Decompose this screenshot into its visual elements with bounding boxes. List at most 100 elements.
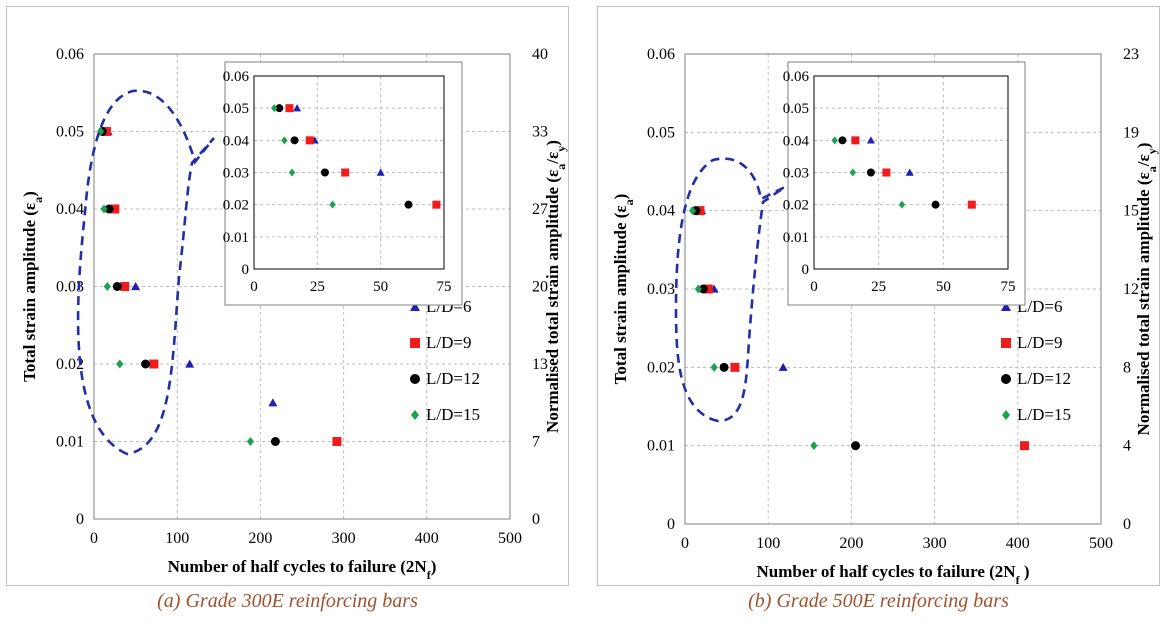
caption-b: (b) Grade 500E reinforcing bars bbox=[748, 590, 1009, 612]
inset-data-point bbox=[376, 168, 385, 176]
inset-data-point bbox=[271, 104, 278, 113]
inset-x-tick-label: 25 bbox=[310, 279, 325, 295]
y-axis-label-sub: a bbox=[31, 197, 45, 203]
chart-panel-b: 0 0.01 0.02 0.03 0.04 0.05 0.06 0 4 8 12 15 19 23 0 100… bbox=[597, 6, 1160, 586]
y2-tick-label: 4 bbox=[1123, 438, 1131, 455]
inset-y-tick-label: 0.01 bbox=[783, 230, 809, 246]
y2-tick-label: 8 bbox=[1123, 359, 1131, 376]
y-axis-label-tail: ) bbox=[20, 191, 39, 197]
chart-panel-a: 0 0.01 0.02 0.03 0.04 0.05 0.06 0 7 13 20 27 33 40 0 10… bbox=[6, 6, 569, 586]
legend-marker bbox=[411, 410, 419, 420]
y-tick-label: 0.03 bbox=[56, 279, 84, 296]
y2-tick-label: 13 bbox=[532, 356, 548, 373]
y-axis-label-tail: ) bbox=[611, 194, 630, 200]
plot-area-frame bbox=[684, 53, 1102, 525]
data-point bbox=[332, 437, 342, 446]
x-tick-label: 400 bbox=[1006, 535, 1030, 552]
y2-axis-label: Normalised total strain amplitude (εa/εy… bbox=[1134, 143, 1159, 436]
inset-y-tick-label: 0.06 bbox=[783, 69, 810, 85]
inset-data-point bbox=[288, 168, 296, 177]
data-point bbox=[703, 284, 713, 294]
inset-plot-frame bbox=[253, 75, 445, 270]
y-tick-label: 0.05 bbox=[56, 124, 84, 141]
inset-data-point bbox=[866, 136, 875, 144]
chart-svg-b: 0 0.01 0.02 0.03 0.04 0.05 0.06 0 4 8 12 15 19 23 0 100… bbox=[611, 46, 1159, 585]
inset-y-tick-label: 0.03 bbox=[223, 166, 249, 182]
data-point bbox=[810, 441, 818, 451]
x-tick-label: 500 bbox=[498, 530, 522, 547]
x-axis-label-tail: ) bbox=[1020, 562, 1030, 581]
inset-data-point bbox=[305, 136, 314, 145]
y2-tick-label: 15 bbox=[1123, 203, 1139, 220]
inset-data-point bbox=[329, 200, 336, 209]
inset-y-tick-label: 0.02 bbox=[783, 198, 809, 214]
y2-axis-label-mid: /ε bbox=[1134, 154, 1153, 167]
inset-data-point bbox=[898, 200, 906, 209]
data-point bbox=[1019, 441, 1029, 451]
data-point bbox=[104, 204, 114, 214]
y2-axis-label-tail: ) bbox=[1134, 143, 1153, 149]
data-point bbox=[719, 362, 729, 372]
x-axis-label-sub: f bbox=[1016, 573, 1021, 585]
inset-data-point bbox=[905, 168, 914, 176]
data-point bbox=[778, 362, 788, 371]
x-tick-label: 200 bbox=[839, 535, 863, 552]
data-point bbox=[116, 359, 124, 369]
y2-tick-label: 0 bbox=[1123, 516, 1131, 533]
inset-data-point bbox=[882, 168, 891, 177]
y2-axis-label-tail: ) bbox=[543, 140, 562, 146]
inset-frame bbox=[224, 61, 463, 306]
inset-y-tick-label: 0.06 bbox=[223, 69, 250, 85]
inset-x-tick-label: 75 bbox=[437, 279, 452, 295]
y2-tick-label: 20 bbox=[532, 279, 548, 296]
legend-label: L/D=12 bbox=[1017, 369, 1071, 388]
y-axis-label: Total strain amplitude (εa) bbox=[20, 191, 45, 382]
x-tick-label: 300 bbox=[923, 535, 947, 552]
inset-y-tick-label: 0.01 bbox=[223, 230, 249, 246]
inset-x-tick-label: 75 bbox=[1001, 279, 1016, 295]
inset-data-point bbox=[432, 200, 441, 209]
x-tick-label: 100 bbox=[165, 530, 189, 547]
legend-marker bbox=[1001, 374, 1011, 384]
dashed-outline-b bbox=[674, 157, 786, 423]
inset-y-tick-label: 0 bbox=[242, 262, 250, 278]
inset-data-point bbox=[341, 168, 350, 177]
data-point bbox=[694, 284, 702, 294]
y-tick-label: 0.06 bbox=[56, 46, 84, 63]
inset-frame bbox=[787, 61, 1026, 306]
y-tick-label: 0 bbox=[76, 511, 84, 528]
y-tick-label: 0 bbox=[667, 516, 675, 533]
inset-x-tick-label: 0 bbox=[810, 279, 818, 295]
plot-area-frame bbox=[93, 53, 511, 520]
inset-data-point bbox=[931, 200, 940, 209]
legend-marker bbox=[410, 374, 420, 384]
legend-marker bbox=[410, 338, 420, 348]
x-axis-label-sub: f bbox=[427, 568, 432, 582]
y2-axis-label-sub: y bbox=[554, 146, 568, 152]
inset-data-point bbox=[404, 200, 413, 209]
x-tick-label: 200 bbox=[248, 530, 272, 547]
inset-y-tick-label: 0.03 bbox=[783, 166, 809, 182]
y2-axis-label-sub: a bbox=[554, 164, 568, 170]
data-point bbox=[710, 362, 718, 372]
inset-data-point bbox=[281, 136, 288, 145]
y2-axis-label-sub: y bbox=[1145, 148, 1159, 154]
x-tick-label: 100 bbox=[756, 535, 780, 552]
data-point bbox=[268, 398, 278, 407]
y2-tick-label: 12 bbox=[1123, 281, 1139, 298]
y2-tick-label: 40 bbox=[532, 46, 548, 63]
y2-axis-label-sub: a bbox=[1145, 166, 1159, 172]
legend-marker bbox=[1002, 410, 1010, 420]
y-tick-label: 0.06 bbox=[647, 46, 675, 63]
y-tick-label: 0.03 bbox=[647, 281, 675, 298]
x-tick-label: 0 bbox=[681, 535, 689, 552]
caption-a: (a) Grade 300E reinforcing bars bbox=[157, 590, 418, 612]
data-point bbox=[149, 359, 159, 369]
y2-axis-label-mid: /ε bbox=[543, 152, 562, 165]
legend-marker bbox=[1001, 338, 1011, 348]
data-point bbox=[246, 437, 255, 446]
inset-x-tick-label: 25 bbox=[871, 279, 886, 295]
data-point bbox=[698, 284, 708, 294]
y-axis-label-sub: a bbox=[622, 199, 636, 205]
